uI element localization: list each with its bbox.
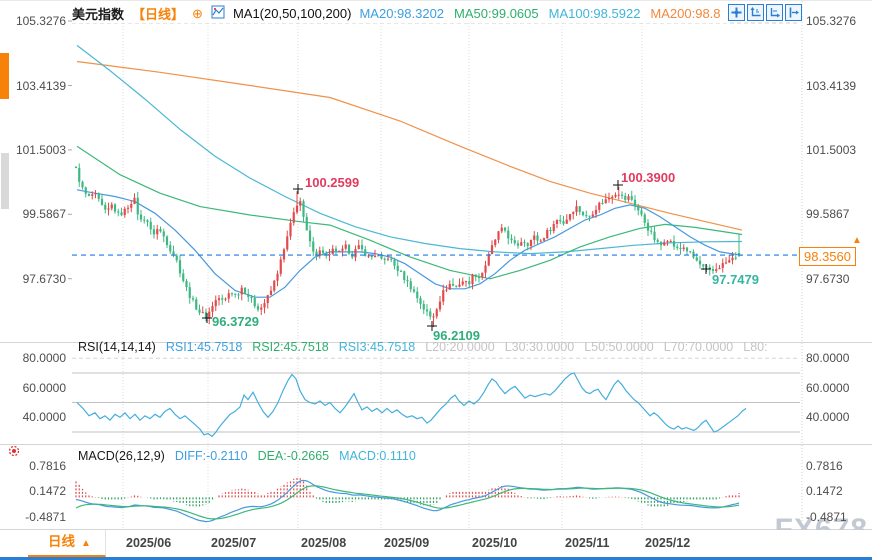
month-label: 2025/07 bbox=[211, 536, 257, 550]
period-tag: 【日线】 bbox=[132, 7, 185, 22]
month-label: 2025/10 bbox=[472, 536, 518, 550]
macd-axis-label-right: 0.1472 bbox=[806, 484, 843, 499]
rsi-values: RSI1:45.7518 RSI2:45.7518 RSI3:45.7518 L20:… bbox=[166, 340, 768, 354]
ma-values: MA20:98.3202 MA50:99.0605 MA100:98.5922 MA2… bbox=[359, 6, 720, 21]
rsi-value: L30:30.0000 bbox=[504, 340, 575, 354]
month-label: 2025/06 bbox=[126, 536, 172, 550]
month-label: 2025/12 bbox=[645, 536, 691, 550]
price-axis-label-left: 99.5867 bbox=[22, 207, 66, 222]
rsi-axis-label-right: 40.0000 bbox=[806, 410, 850, 425]
extreme-annotation: 100.3900 bbox=[621, 170, 676, 185]
price-axis-label-left: 101.5003 bbox=[15, 142, 66, 157]
chart-toolbar bbox=[728, 4, 802, 21]
tab-daily-label: 日线 bbox=[48, 534, 75, 549]
rsi-axis-label-right: 80.0000 bbox=[806, 351, 850, 366]
extreme-annotation: 97.7479 bbox=[712, 272, 759, 287]
macd-value: DIFF:-0.2110 bbox=[174, 449, 248, 463]
macd-value: DEA:-0.2665 bbox=[257, 449, 330, 463]
collapse-panel-icon[interactable] bbox=[785, 4, 802, 21]
ma-value: MA50:99.0605 bbox=[454, 6, 539, 21]
rsi-value: L80: bbox=[743, 340, 768, 354]
rsi-value: L50:50.0000 bbox=[584, 340, 654, 354]
price-axis-label-left: 105.3276 bbox=[15, 14, 66, 28]
ma-chart-icon bbox=[211, 5, 225, 22]
month-label: 2025/09 bbox=[384, 536, 430, 550]
rsi-title[interactable]: RSI(14,14,14) bbox=[78, 340, 156, 354]
price-axis-label-left: 103.4139 bbox=[15, 78, 66, 93]
extreme-annotation: 100.2599 bbox=[305, 175, 360, 190]
month-label: 2025/08 bbox=[301, 536, 347, 550]
macd-axis-label-left: 0.1472 bbox=[29, 484, 66, 499]
rsi-value: RSI1:45.7518 bbox=[165, 340, 243, 354]
macd-value: MACD:0.1110 bbox=[339, 449, 416, 463]
price-axis-label-right: 103.4139 bbox=[806, 78, 857, 93]
price-axis-label-left: 97.6730 bbox=[22, 271, 66, 286]
macd-values: DIFF:-0.2110 DEA:-0.2665 MACD:0.1110 bbox=[175, 449, 416, 463]
rsi-axis-label-left: 60.0000 bbox=[22, 380, 66, 395]
rsi-axis-label-right: 60.0000 bbox=[806, 380, 850, 395]
extreme-annotation: 96.3729 bbox=[212, 314, 259, 329]
extreme-annotation: 96.2109 bbox=[433, 328, 480, 343]
pan-icon[interactable] bbox=[728, 4, 745, 21]
tab-daily-period[interactable]: 日线 ▲ bbox=[28, 530, 106, 557]
macd-axis-label-left: -0.4871 bbox=[25, 509, 66, 524]
rsi-value: L70:70.0000 bbox=[663, 340, 734, 354]
macd-header: MACD(26,12,9) DIFF:-0.2110 DEA:-0.2665 MAC… bbox=[78, 449, 416, 463]
macd-axis-label-left: 0.7816 bbox=[29, 458, 66, 473]
price-axis-label-right: 101.5003 bbox=[806, 142, 857, 157]
macd-axis-label-right: 0.7816 bbox=[806, 458, 843, 473]
tab-arrow-icon: ▲ bbox=[81, 538, 91, 549]
rsi-axis-label-left: 40.0000 bbox=[22, 410, 66, 425]
add-indicator-icon[interactable]: ⊕ bbox=[192, 5, 203, 21]
hot-indicator-icon[interactable] bbox=[5, 442, 23, 465]
ma-value: MA20:98.3202 bbox=[359, 6, 445, 21]
chart-header: 美元指数 【日线】 ⊕ MA1(20,50,100,200) MA20:98.3… bbox=[72, 4, 727, 23]
macd-axis-label-right: -0.4871 bbox=[806, 509, 847, 524]
time-axis-bar: 日线 ▲ 2025/06 2025/07 2025/08 2025/09 2025/10 2… bbox=[0, 530, 872, 557]
ma-value: MA100:98.5922 bbox=[548, 6, 641, 21]
macd-title[interactable]: MACD(26,12,9) bbox=[78, 449, 165, 463]
rsi-header: RSI(14,14,14) RSI1:45.7518 RSI2:45.7518 RS… bbox=[78, 340, 768, 354]
symbol-name: 美元指数 bbox=[72, 7, 125, 22]
price-marker-arrow-icon: ▲ bbox=[852, 235, 862, 246]
ma-settings-label[interactable]: MA1(20,50,100,200) bbox=[232, 6, 352, 21]
left-scroll-indicator-gray[interactable] bbox=[1, 153, 9, 209]
current-price-label: 98.3560 bbox=[799, 247, 856, 266]
rsi-value: RSI3:45.7518 bbox=[338, 340, 416, 354]
month-label: 2025/11 bbox=[565, 536, 610, 550]
rsi-value: RSI2:45.7518 bbox=[252, 340, 329, 354]
left-scroll-indicator-orange[interactable] bbox=[0, 53, 9, 99]
zoom-axis-icon[interactable] bbox=[747, 4, 764, 21]
rsi-value: L20:20.0000 bbox=[425, 340, 495, 354]
price-axis-label-right: 105.3276 bbox=[806, 14, 857, 28]
price-axis-label-right: 99.5867 bbox=[806, 207, 850, 222]
scale-axis-icon[interactable] bbox=[766, 4, 783, 21]
ma-value: MA200:98.8 bbox=[650, 6, 721, 21]
rsi-axis-label-left: 80.0000 bbox=[22, 351, 66, 366]
price-axis-label-right: 97.6730 bbox=[806, 271, 850, 286]
